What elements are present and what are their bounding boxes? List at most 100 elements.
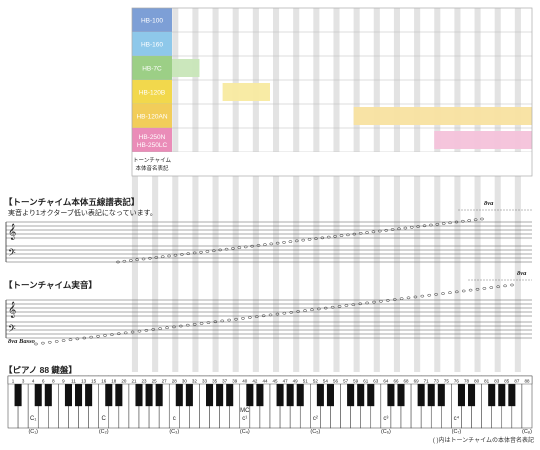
notehead-actual — [310, 308, 314, 312]
notehead-actual — [47, 340, 52, 344]
range-bar-hb-120an — [353, 107, 532, 125]
row-label-hb-7c: HB-7C — [142, 66, 162, 73]
notehead-actual — [192, 322, 197, 326]
notehead-actual — [89, 335, 94, 339]
middle-c-label: MC — [240, 408, 250, 414]
key-number: 25 — [152, 379, 158, 384]
octave-paren-label: (C₁) — [28, 429, 38, 435]
notehead-actual — [323, 306, 328, 310]
notehead-staff — [173, 253, 178, 257]
key-number: 88 — [524, 379, 530, 384]
column-stripe — [252, 8, 259, 372]
notehead-staff — [231, 247, 235, 250]
notehead-staff — [116, 260, 120, 264]
key-number: 52 — [313, 379, 319, 384]
notehead-actual — [316, 307, 321, 311]
notehead-actual — [96, 334, 100, 338]
notehead-actual — [144, 328, 149, 332]
octave-label: c⁴ — [454, 415, 460, 422]
notehead-actual — [441, 292, 445, 295]
piano-black-key — [135, 376, 143, 407]
piano-black-key — [256, 376, 264, 407]
row-label-cell-hb-250n — [132, 128, 172, 152]
key-number-strip — [7, 375, 533, 385]
key-number: 68 — [404, 379, 410, 384]
column-stripe — [152, 8, 159, 372]
column-stripe — [353, 8, 360, 372]
row-label-hb-100: HB-100 — [141, 18, 163, 25]
column-stripe — [494, 8, 501, 372]
piano-black-key — [44, 376, 52, 407]
key-number: 75 — [444, 379, 450, 384]
key-number: 13 — [81, 379, 87, 384]
piano-black-key — [34, 376, 42, 407]
piano-black-key — [498, 376, 506, 407]
notehead-staff — [333, 235, 337, 238]
notehead-staff — [346, 233, 350, 237]
notehead-actual — [275, 312, 280, 316]
notehead-actual — [330, 305, 335, 309]
row-label-cell-hb-100 — [132, 8, 172, 32]
column-stripe — [273, 8, 280, 372]
key-number: 49 — [293, 379, 299, 384]
notehead-staff — [205, 250, 210, 253]
notehead-actual — [213, 320, 218, 324]
piano-black-key — [206, 376, 214, 407]
column-stripe — [414, 8, 421, 372]
piano-black-key — [387, 376, 395, 407]
notehead-staff — [454, 220, 459, 224]
notehead-actual — [172, 325, 176, 329]
bass-clef-bottom: 𝄢 — [8, 323, 16, 337]
piano-black-key — [276, 376, 284, 407]
column-stripe — [192, 8, 199, 372]
notehead-staff — [480, 217, 484, 221]
key-number: 30 — [182, 379, 188, 384]
notehead-actual — [282, 311, 287, 315]
piano-black-key — [115, 376, 123, 407]
notehead-staff — [358, 231, 363, 235]
key-number: 6 — [42, 379, 45, 384]
notehead-staff — [122, 259, 127, 263]
key-number: 85 — [504, 379, 510, 384]
key-number: 54 — [323, 379, 329, 384]
notehead-actual — [185, 323, 190, 327]
piano-black-key — [326, 376, 334, 407]
piano-black-key — [105, 376, 113, 407]
key-number: 3 — [22, 379, 25, 384]
notehead-staff — [307, 238, 312, 241]
piano-black-key — [427, 376, 435, 407]
key-number: 80 — [474, 379, 480, 384]
treble-clef-bottom: 𝄞 — [8, 301, 16, 318]
row-label-cell-hb-120b — [132, 80, 172, 104]
notehead-staff — [199, 250, 203, 254]
notehead-actual — [68, 338, 73, 342]
notehead-actual — [344, 304, 349, 307]
key-number: 27 — [162, 379, 168, 384]
notehead-staff — [282, 241, 286, 244]
notehead-actual — [468, 288, 473, 292]
notehead-actual — [41, 341, 45, 345]
notehead-actual — [289, 311, 294, 314]
notehead-staff — [294, 239, 299, 243]
key-number: 1 — [12, 379, 15, 384]
notehead-staff — [384, 228, 389, 232]
notehead-staff — [352, 232, 357, 236]
notehead-staff — [288, 240, 293, 243]
notehead-actual — [199, 322, 204, 325]
notehead-staff — [135, 258, 140, 262]
key-number: 33 — [202, 379, 208, 384]
column-stripe — [514, 8, 521, 372]
key-number: 76 — [454, 379, 460, 384]
octave-paren-label: (C₃) — [169, 429, 179, 435]
notehead-actual — [165, 326, 169, 330]
notehead-staff — [211, 249, 216, 253]
piano-black-key — [417, 376, 425, 407]
row-label-cell-hb-7c — [132, 56, 172, 80]
notehead-staff — [473, 218, 478, 222]
range-table-border — [131, 7, 533, 177]
notation-row — [132, 152, 532, 176]
notehead-actual — [379, 299, 383, 303]
octave-paren-label: (C₄) — [240, 429, 250, 435]
notehead-actual — [227, 318, 232, 322]
